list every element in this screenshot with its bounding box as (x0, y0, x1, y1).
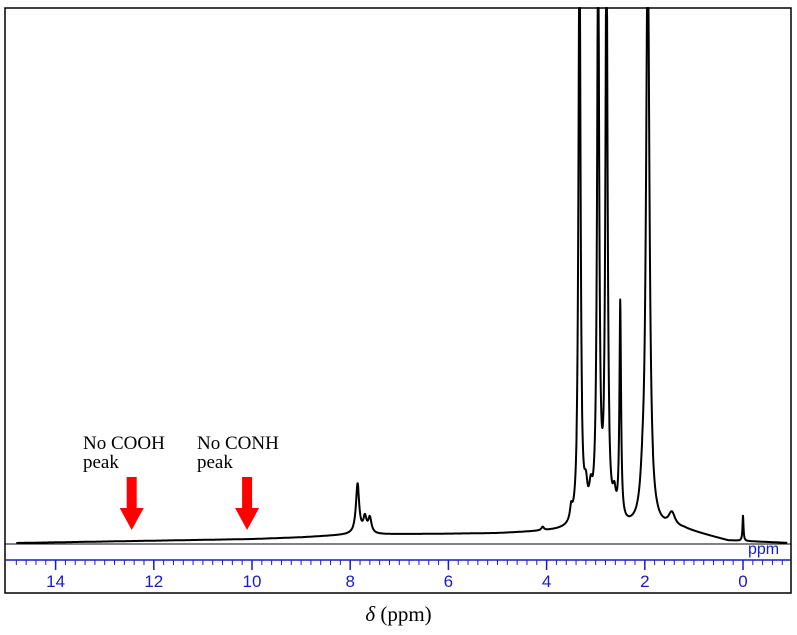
tick-label: 2 (640, 572, 649, 591)
annotation-no-conh-line1: No CONH (197, 433, 279, 454)
tick-label: 4 (542, 572, 551, 591)
tick-label: 8 (345, 572, 354, 591)
major-ticks: 14 12 10 8 6 4 2 0 (46, 560, 748, 591)
annotation-no-cooh: No COOH peak (83, 434, 165, 472)
spectrum-trace (15, 7, 788, 544)
x-axis-label-symbol: δ (365, 602, 376, 626)
axis-unit-label: ppm (748, 541, 780, 558)
tick-label: 10 (243, 572, 262, 591)
tick-label: 14 (46, 572, 65, 591)
x-axis-label-unit: (ppm) (380, 602, 432, 626)
annotation-no-conh: No CONH peak (197, 434, 279, 472)
annotation-no-cooh-line2: peak (83, 452, 119, 473)
red-arrow-icon (235, 477, 260, 530)
tick-label: 0 (738, 572, 747, 591)
annotation-arrows (119, 477, 260, 530)
annotation-no-conh-line2: peak (197, 452, 233, 473)
red-arrow-icon (119, 477, 144, 530)
plot-frame (4, 7, 792, 594)
x-axis-label: δ (ppm) (0, 602, 797, 627)
annotation-no-cooh-line1: No COOH (83, 433, 165, 454)
tick-label: 12 (144, 572, 163, 591)
tick-label: 6 (444, 572, 453, 591)
minor-ticks (15, 560, 783, 565)
